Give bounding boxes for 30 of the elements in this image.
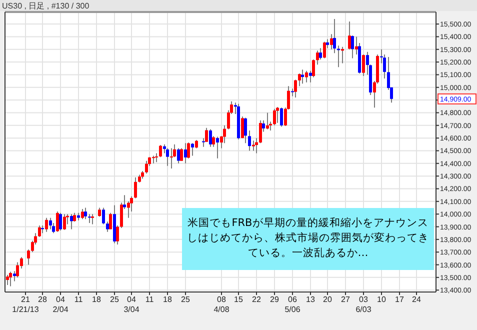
x-tick-label: 15 (234, 295, 244, 304)
annotation: 米国でもFRBが早期の量的緩和縮小をアナウンスしはじめてから、株式市場の雰囲気が変わってきている。一波乱あるか… (182, 208, 434, 270)
x-tick-label: 24 (412, 295, 422, 304)
x-tick-label: 18 (163, 295, 172, 304)
chart-title: US30 , 日足 , #130 / 300 (2, 2, 90, 10)
x-tick-label: 04 (56, 295, 66, 304)
x-tick-label: 20 (323, 295, 332, 304)
x-tick-label: 27 (341, 295, 350, 304)
x-tick-label: 29 (270, 295, 280, 304)
x-tick-label: 25 (181, 295, 190, 304)
text: 2/04 (52, 305, 69, 314)
x-tick-label: 13 (306, 295, 316, 304)
text: 1/21/13 (12, 305, 40, 314)
text: 3/04 (124, 305, 140, 314)
text: 5/06 (284, 305, 301, 314)
x-tick-label: 17 (395, 295, 404, 304)
x-tick-label: 28 (38, 295, 48, 304)
x-tick-label: 08 (217, 295, 226, 304)
x-tick-label: 22 (252, 295, 262, 304)
x-tick-label: 11 (145, 295, 154, 304)
x-tick-label: 25 (110, 295, 120, 304)
x-tick-label: 10 (377, 295, 386, 304)
x-tick-label: 04 (127, 295, 136, 304)
x-tick-label: 06 (288, 295, 298, 304)
text: 6/03 (356, 305, 372, 314)
x-tick-label: 11 (74, 295, 84, 304)
x-tick-label: 21 (21, 295, 30, 304)
text: 4/08 (214, 305, 230, 314)
x-tick-label: 03 (359, 295, 368, 304)
x-tick-label: 18 (92, 295, 102, 304)
